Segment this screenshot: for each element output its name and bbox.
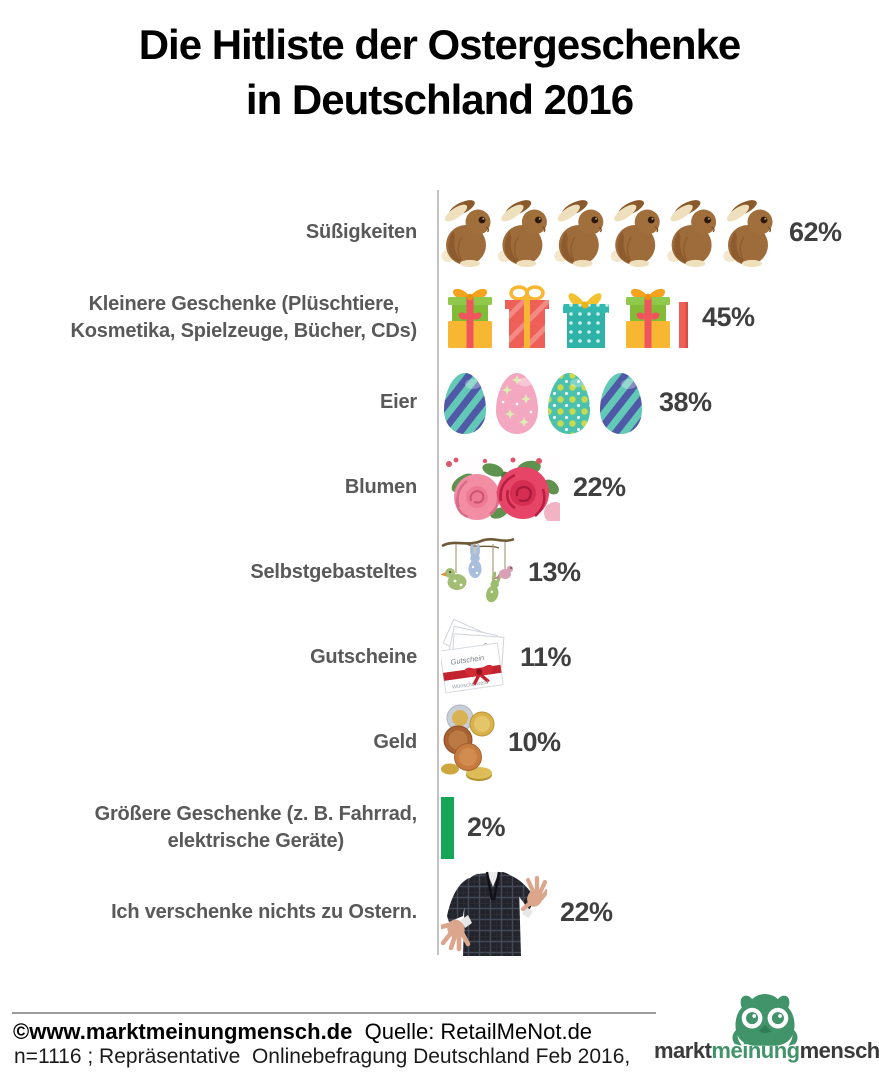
axis-line bbox=[437, 190, 439, 955]
logo-part-markt: markt bbox=[654, 1038, 712, 1063]
source-text: Quelle: RetailMeNot.de bbox=[364, 1019, 593, 1044]
value-label: 10% bbox=[508, 727, 561, 757]
category-label: Gutscheine bbox=[310, 646, 417, 669]
category-label: Eier bbox=[379, 391, 417, 414]
chart-row-geld: Geld 10% bbox=[0, 700, 879, 785]
hanging-crafts-image bbox=[441, 537, 515, 602]
logo-part-mensch: mensch bbox=[799, 1038, 879, 1063]
chart-row-eier: Eier bbox=[0, 360, 879, 445]
chart-row-nichts: Ich verschenke nichts zu Ostern. bbox=[0, 870, 879, 956]
value-label: 45% bbox=[702, 302, 755, 332]
chart-row-gutscheine: Gutscheine € 20 € 25 € 30 bbox=[0, 615, 879, 700]
value-label: 22% bbox=[560, 897, 613, 927]
logo-part-meinung: meinung bbox=[711, 1038, 800, 1063]
craft-bird-pink bbox=[493, 565, 514, 579]
gift-box-icons bbox=[448, 284, 688, 348]
chart-row-kleinere-geschenke: Kleinere Geschenke (Plüschtiere, Kosmeti… bbox=[0, 275, 879, 360]
shrugging-man-image bbox=[441, 871, 547, 956]
value-label: 62% bbox=[789, 217, 842, 247]
craft-duck bbox=[441, 567, 467, 590]
chart-row-blumen: Blumen bbox=[0, 445, 879, 530]
page-title: Die Hitliste der Ostergeschenke in Deuts… bbox=[138, 21, 742, 123]
craft-bunny-blue bbox=[468, 543, 482, 578]
owl-icon bbox=[732, 994, 798, 1046]
footer-divider bbox=[12, 1012, 656, 1014]
chocolate-bunny-icons bbox=[441, 196, 774, 268]
value-label: 13% bbox=[528, 557, 581, 587]
value-label: 11% bbox=[520, 642, 572, 672]
marktmeinungmensch-logo: marktmeinungmensch bbox=[654, 990, 879, 1063]
voucher-note: Wünsche werd bbox=[452, 679, 489, 690]
category-label: Blumen bbox=[344, 476, 417, 499]
copyright-text: ©www.marktmeinungmensch.de bbox=[13, 1019, 353, 1044]
chart-area: Süßigkeiten bbox=[0, 190, 879, 956]
category-label: Süßigkeiten bbox=[305, 221, 417, 244]
category-label: Geld bbox=[373, 731, 417, 754]
logo-wordmark: marktmeinungmensch bbox=[654, 1038, 879, 1063]
category-label: Ich verschenke nichts zu Ostern. bbox=[111, 901, 417, 924]
easter-egg-icons bbox=[441, 365, 646, 441]
value-label: 22% bbox=[573, 472, 626, 502]
value-label: 38% bbox=[659, 387, 712, 417]
category-label: Selbstgebasteltes bbox=[250, 561, 417, 584]
value-label: 2% bbox=[467, 812, 506, 842]
right-hand bbox=[520, 875, 547, 911]
footer-copyright-line: ©www.marktmeinungmensch.de Quelle: Retai… bbox=[13, 1019, 592, 1045]
left-hand bbox=[441, 919, 471, 951]
euro-coins-image bbox=[441, 704, 495, 781]
chart-row-selbstgebasteltes: Selbstgebasteltes bbox=[0, 530, 879, 615]
roses-image bbox=[441, 454, 560, 521]
category-label: Kleinere Geschenke (Plüschtiere, Kosmeti… bbox=[70, 293, 418, 342]
footer-sample-line: n=1116 ; Repräsentative Onlinebefragung … bbox=[14, 1045, 631, 1068]
chart-row-suessigkeiten: Süßigkeiten bbox=[0, 190, 879, 275]
voucher-image: € 20 € 25 € 30 Gutschein bbox=[441, 618, 505, 693]
chart-row-groessere-geschenke: Größere Geschenke (z. B. Fahrrad, elektr… bbox=[0, 785, 879, 870]
value-bar bbox=[441, 796, 454, 859]
category-label: Größere Geschenke (z. B. Fahrrad, elektr… bbox=[94, 803, 418, 852]
